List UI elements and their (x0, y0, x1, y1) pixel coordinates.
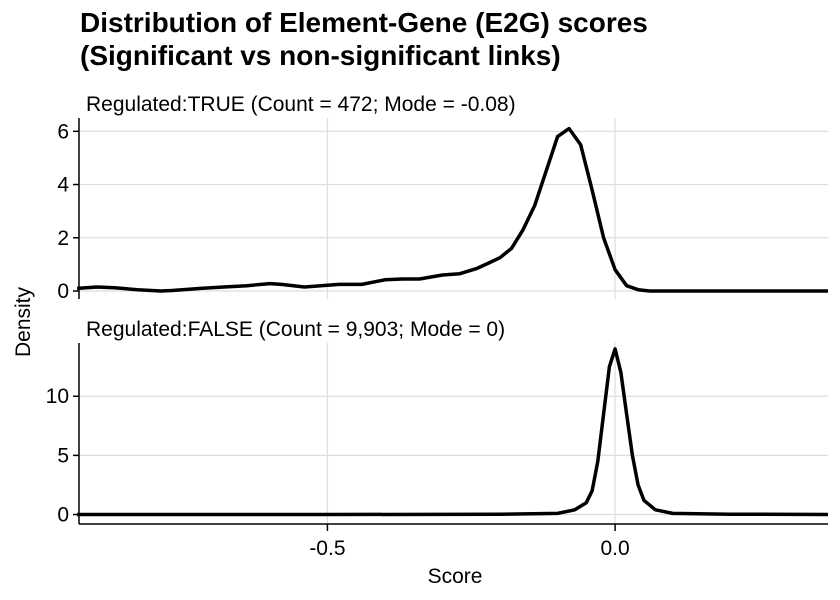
strip-label-regulated-true: Regulated:TRUE (Count = 472; Mode = -0.0… (86, 93, 516, 116)
panel-regulated-true: 0 2 4 6 Regulated:TRUE (Count = 472; Mode =… (57, 93, 828, 303)
chart-title-line-1: Distribution of Element-Gene (E2G) score… (80, 7, 648, 38)
y-tick-label: 0 (57, 504, 69, 527)
density-curve-regulated-true (76, 126, 828, 293)
chart-title-line-2: (Significant vs non-significant links) (80, 40, 561, 71)
panel-1-y-gridlines (80, 130, 828, 292)
panel-2-y-ticks: 0 5 10 (46, 385, 79, 527)
x-axis-ticks: -0.5 0.0 (309, 524, 630, 560)
y-tick-label: 5 (57, 444, 69, 467)
x-tick-label: 0.0 (601, 537, 630, 560)
panel-2-y-gridlines (80, 395, 828, 516)
y-axis-title: Density (12, 286, 35, 357)
x-tick-label: -0.5 (309, 537, 345, 560)
panel-regulated-false: 0 5 10 Regulated:FALSE (Count = 9,903; Mod… (46, 318, 829, 527)
y-tick-label: 2 (57, 227, 69, 250)
panel-2-x-gridlines (326, 343, 616, 524)
x-axis-title: Score (428, 565, 483, 588)
y-tick-label: 6 (57, 120, 69, 143)
y-tick-label: 4 (57, 174, 69, 197)
panel-1-y-ticks: 0 2 4 6 (57, 120, 79, 303)
density-curve-regulated-false (77, 347, 829, 517)
strip-label-regulated-false: Regulated:FALSE (Count = 9,903; Mode = 0… (86, 318, 505, 341)
y-tick-label: 10 (46, 385, 69, 408)
y-tick-label: 0 (57, 280, 69, 303)
